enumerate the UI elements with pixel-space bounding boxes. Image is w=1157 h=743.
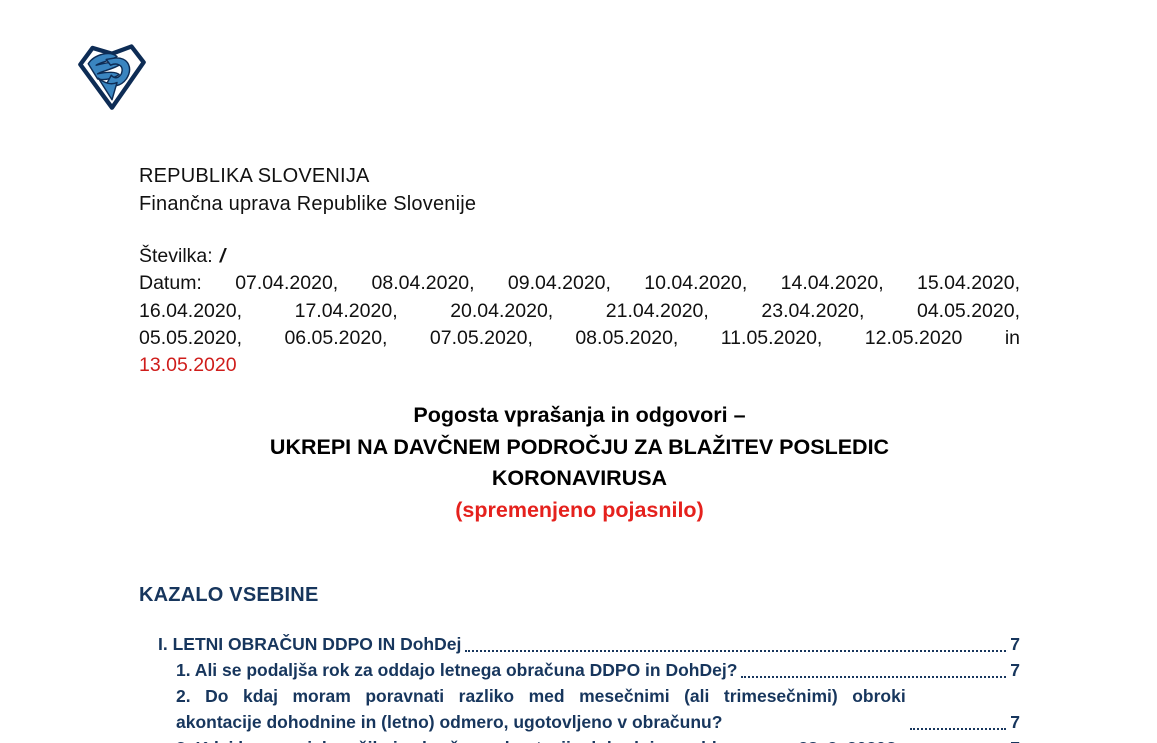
doc-date-line-2: 16.04.2020, 17.04.2020, 20.04.2020, 21.0… (139, 299, 1020, 322)
title-line-2: UKREPI NA DAVČNEM PODROČJU ZA BLAŽITEV P… (269, 434, 890, 459)
org-header: REPUBLIKA SLOVENIJA Finančna uprava Repu… (139, 162, 476, 218)
toc-entry-question-2[interactable]: 2. Do kdaj moram poravnati razliko med m… (139, 683, 1020, 735)
furs-logo-icon (78, 44, 146, 110)
toc-entry-page[interactable]: 7 (1010, 735, 1020, 743)
title-line-3: KORONAVIRUSA (491, 466, 668, 490)
toc-dotted-leader (465, 650, 1007, 652)
toc-entry-question-1[interactable]: 1. Ali se podaljša rok za oddajo letnega… (139, 657, 1020, 683)
toc-entry-page[interactable]: 7 (1010, 634, 1020, 654)
org-name: Finančna uprava Republike Slovenije (139, 193, 477, 215)
toc-entry-label[interactable]: 3. Kdaj bom prejel vračilo iz obračuna a… (176, 735, 897, 743)
org-country: REPUBLIKA SLOVENIJA (139, 165, 370, 187)
toc-entry-label[interactable]: 1. Ali se podaljša rok za oddajo letnega… (176, 660, 738, 680)
title-line-1: Pogosta vprašanja in odgovori – (413, 403, 746, 427)
toc-heading: KAZALO VSEBINE (139, 584, 319, 606)
toc-entry-page[interactable]: 7 (1010, 712, 1021, 732)
title-subtitle: (spremenjeno pojasnilo) (455, 497, 704, 522)
doc-number-value: / (219, 245, 226, 267)
toc-entry-label[interactable]: 2. Do kdaj moram poravnati razliko med m… (176, 683, 906, 735)
toc-entry-page[interactable]: 7 (1010, 660, 1020, 680)
toc-entry-label[interactable]: I. LETNI OBRAČUN DDPO IN DohDej (158, 634, 462, 654)
toc-entry-label-line-1: 2. Do kdaj moram poravnati razliko med m… (176, 686, 906, 706)
doc-date-red: 13.05.2020 (139, 354, 237, 377)
doc-number-label: Številka: (139, 245, 213, 267)
doc-date-line-3: 05.05.2020, 06.05.2020, 07.05.2020, 08.0… (139, 326, 1020, 349)
toc-entry-label-line-2: akontacije dohodnine in (letno) odmero, … (176, 712, 723, 732)
doc-date-line-1: Datum: 07.04.2020, 08.04.2020, 09.04.202… (139, 272, 1020, 295)
table-of-contents: I. LETNI OBRAČUN DDPO IN DohDej 7 1. Ali… (139, 631, 1020, 743)
toc-dotted-leader (741, 676, 1007, 678)
toc-entry-question-3[interactable]: 3. Kdaj bom prejel vračilo iz obračuna a… (139, 735, 1020, 743)
doc-number-line: Številka: / (139, 243, 1020, 270)
document-title: Pogosta vprašanja in odgovori – UKREPI N… (139, 400, 1020, 526)
toc-entry-section-1[interactable]: I. LETNI OBRAČUN DDPO IN DohDej 7 (139, 631, 1020, 657)
toc-dotted-leader (909, 728, 1007, 730)
furs-logo (76, 40, 148, 112)
document-meta: Številka: / Datum: 07.04.2020, 08.04.2020… (139, 243, 1020, 379)
